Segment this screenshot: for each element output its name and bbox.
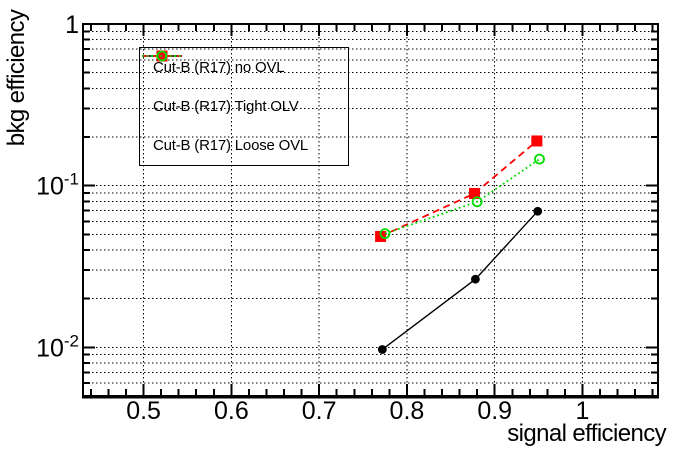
x-tick-label: 0.7 <box>302 397 337 425</box>
x-tick-label: 0.8 <box>390 397 425 425</box>
ticks <box>83 23 658 397</box>
series-line <box>384 158 540 235</box>
series-line <box>381 210 539 351</box>
marker-open-circle <box>471 196 483 208</box>
marker-open-circle <box>379 228 391 240</box>
legend-label: Cut-B (R17) Loose OVL <box>153 136 309 154</box>
y-tick-label: 10-1 <box>36 170 79 201</box>
x-tick-label: 0.6 <box>214 397 249 425</box>
series-1 <box>375 135 543 242</box>
legend-entry: Cut-B (R17) Tight OLV <box>140 50 348 126</box>
y-tick-label: 1 <box>65 11 79 39</box>
x-axis-title: signal efficiency <box>507 420 666 447</box>
legend-entry: Cut-B (R17) Loose OVL <box>140 50 348 165</box>
x-tick-label: 1 <box>576 397 590 425</box>
x-tick-label: 0.9 <box>477 397 512 425</box>
marker-filled-square <box>469 187 481 199</box>
tick-labels: 0.5 0.6 0.7 0.8 0.9 1 1 10-1 10-2 <box>36 11 589 425</box>
legend-sample-open-circle <box>142 50 182 62</box>
gridlines <box>84 25 651 397</box>
marker-filled-circle <box>533 206 543 216</box>
marker-filled-square <box>531 135 543 147</box>
marker-open-circle <box>534 153 545 165</box>
legend-label: Cut-B (R17) no OVL <box>153 58 285 76</box>
series-2 <box>379 153 545 240</box>
legend-label: Cut-B (R17) Tight OLV <box>153 97 299 115</box>
series-line <box>380 140 538 238</box>
x-tick-label: 0.5 <box>126 397 161 425</box>
legend-box: Cut-B (R17) no OVL Cut-B (R17) Tight OLV C… <box>139 47 349 166</box>
marker-filled-circle <box>377 345 387 354</box>
series-0 <box>377 206 543 354</box>
marker-filled-circle <box>471 274 480 284</box>
y-tick-label: 10-2 <box>36 331 79 362</box>
y-axis-title: bkg efficiency <box>3 9 30 147</box>
legend-marker-open-circle <box>156 50 168 62</box>
